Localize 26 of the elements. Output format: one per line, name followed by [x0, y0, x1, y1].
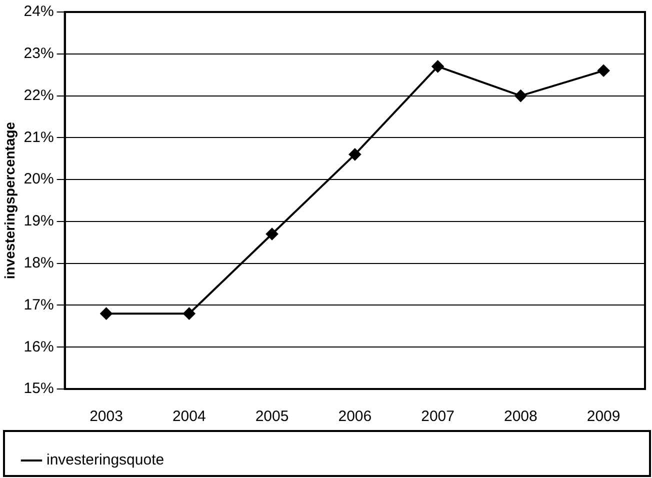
point — [100, 308, 112, 320]
point — [183, 308, 196, 320]
y-axis-title: investeringspercentage — [1, 122, 18, 280]
y-tick-label: 19% — [24, 212, 54, 230]
point — [514, 90, 527, 102]
x-tick-label: 2009 — [586, 408, 620, 426]
y-tick-label: 16% — [24, 338, 54, 356]
x-tick-label: 2004 — [172, 408, 206, 426]
point — [432, 60, 444, 72]
y-tick-label: 24% — [24, 3, 54, 20]
x-tick-label: 2003 — [90, 408, 123, 426]
point — [598, 64, 610, 77]
y-tick-label: 23% — [24, 45, 54, 62]
y-tick-label: 21% — [24, 128, 54, 146]
x-tick-label: 2008 — [504, 408, 538, 426]
y-tick-label: 17% — [24, 296, 54, 314]
y-tick-label: 18% — [24, 254, 54, 272]
y-tick-label: 15% — [24, 380, 54, 398]
point — [348, 148, 361, 160]
y-tick-label: 20% — [24, 170, 54, 188]
x-tick-label: 2006 — [338, 408, 372, 426]
x-tick-label: 2007 — [421, 408, 454, 426]
y-tick-label: 22% — [24, 86, 54, 104]
x-tick-label: 2005 — [255, 408, 289, 426]
point — [266, 228, 278, 240]
legend-label: investeringsquote — [46, 452, 164, 469]
